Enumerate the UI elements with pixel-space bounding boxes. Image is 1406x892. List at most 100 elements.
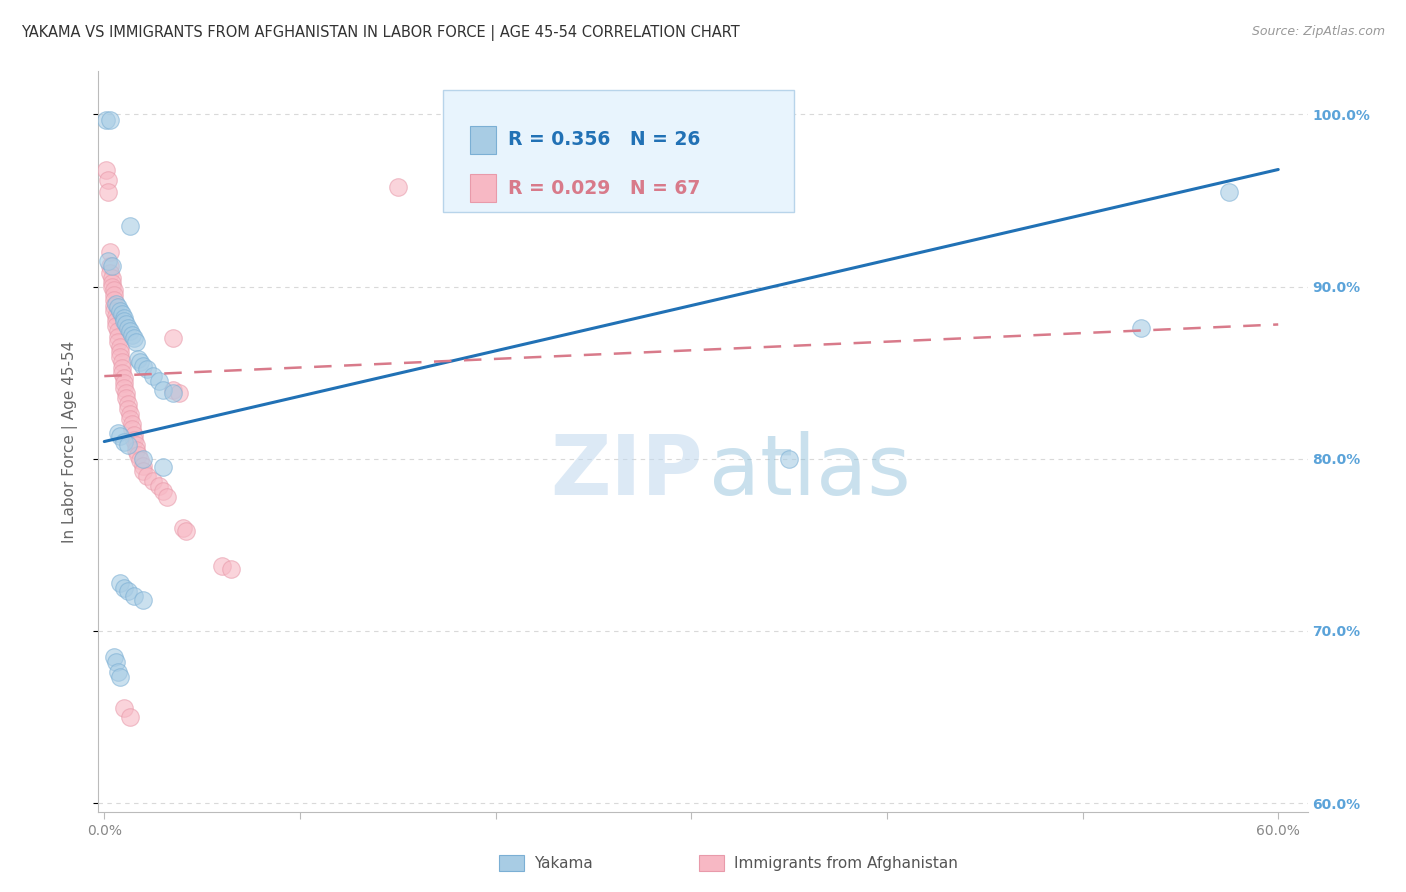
Point [103, 649, 125, 664]
Point [118, 324, 141, 338]
Point [142, 369, 165, 384]
Point [108, 670, 131, 684]
Point [112, 376, 135, 390]
Point [162, 331, 184, 345]
Point [778, 451, 800, 466]
Point [387, 179, 409, 194]
Point [118, 412, 141, 426]
Point [105, 297, 128, 311]
Point [152, 484, 174, 499]
Point [117, 321, 139, 335]
Point [122, 427, 145, 442]
Point [107, 329, 129, 343]
Point [118, 219, 141, 234]
Point [221, 562, 243, 576]
Point [148, 374, 170, 388]
Point [121, 417, 143, 432]
Point [122, 433, 145, 447]
FancyBboxPatch shape [470, 126, 496, 154]
Point [101, 259, 124, 273]
Point [121, 327, 143, 342]
Point [103, 288, 125, 302]
Text: R = 0.356   N = 26: R = 0.356 N = 26 [509, 130, 700, 149]
Point [111, 355, 134, 369]
Point [112, 701, 135, 715]
Point [117, 438, 139, 452]
Text: Immigrants from Afghanistan: Immigrants from Afghanistan [734, 856, 957, 871]
Point [132, 458, 155, 473]
Text: Source: ZipAtlas.com: Source: ZipAtlas.com [1251, 25, 1385, 38]
Point [112, 310, 135, 325]
Point [121, 422, 143, 436]
Point [124, 443, 146, 458]
Point [103, 293, 125, 308]
Point [107, 324, 129, 338]
Point [114, 392, 136, 406]
Point [112, 581, 135, 595]
Point [1218, 185, 1240, 199]
Point [105, 655, 128, 669]
Point [132, 359, 155, 373]
Point [124, 334, 146, 349]
Point [127, 351, 149, 366]
Point [124, 438, 146, 452]
Point [111, 360, 134, 375]
Point [101, 279, 124, 293]
Text: R = 0.029   N = 67: R = 0.029 N = 67 [509, 178, 700, 198]
Point [148, 479, 170, 493]
Point [98, 245, 121, 260]
Point [162, 386, 184, 401]
Point [128, 355, 150, 369]
Point [103, 283, 125, 297]
Point [105, 319, 128, 334]
Point [117, 584, 139, 599]
Point [108, 350, 131, 364]
Point [108, 575, 131, 590]
FancyBboxPatch shape [470, 174, 496, 202]
Point [117, 397, 139, 411]
Text: atlas: atlas [709, 431, 911, 512]
Point [112, 381, 135, 395]
Point [108, 345, 131, 359]
Point [152, 383, 174, 397]
Point [108, 340, 131, 354]
Text: ZIP: ZIP [551, 431, 703, 512]
Point [96, 162, 118, 177]
Point [114, 386, 136, 401]
FancyBboxPatch shape [499, 855, 524, 871]
Point [107, 665, 129, 680]
Point [98, 259, 121, 273]
Point [127, 448, 149, 462]
Point [111, 307, 134, 321]
Point [114, 318, 136, 332]
Point [136, 469, 159, 483]
Point [142, 474, 165, 488]
Point [136, 362, 159, 376]
Point [156, 490, 179, 504]
Point [97, 185, 120, 199]
FancyBboxPatch shape [699, 855, 724, 871]
Y-axis label: In Labor Force | Age 45-54: In Labor Force | Age 45-54 [62, 341, 77, 542]
Point [96, 112, 118, 127]
Point [111, 366, 134, 380]
Point [167, 386, 190, 401]
Text: Yakama: Yakama [534, 856, 593, 871]
Point [132, 451, 155, 466]
Point [162, 383, 184, 397]
Point [112, 314, 135, 328]
Point [98, 266, 121, 280]
Point [98, 112, 121, 127]
Point [122, 590, 145, 604]
Point [132, 593, 155, 607]
Point [132, 464, 155, 478]
Point [108, 429, 131, 443]
Point [118, 407, 141, 421]
Point [1130, 321, 1153, 335]
Point [176, 524, 198, 538]
Point [112, 434, 135, 449]
Point [122, 331, 145, 345]
Point [101, 271, 124, 285]
Point [152, 460, 174, 475]
Point [107, 334, 129, 349]
Point [105, 314, 128, 328]
